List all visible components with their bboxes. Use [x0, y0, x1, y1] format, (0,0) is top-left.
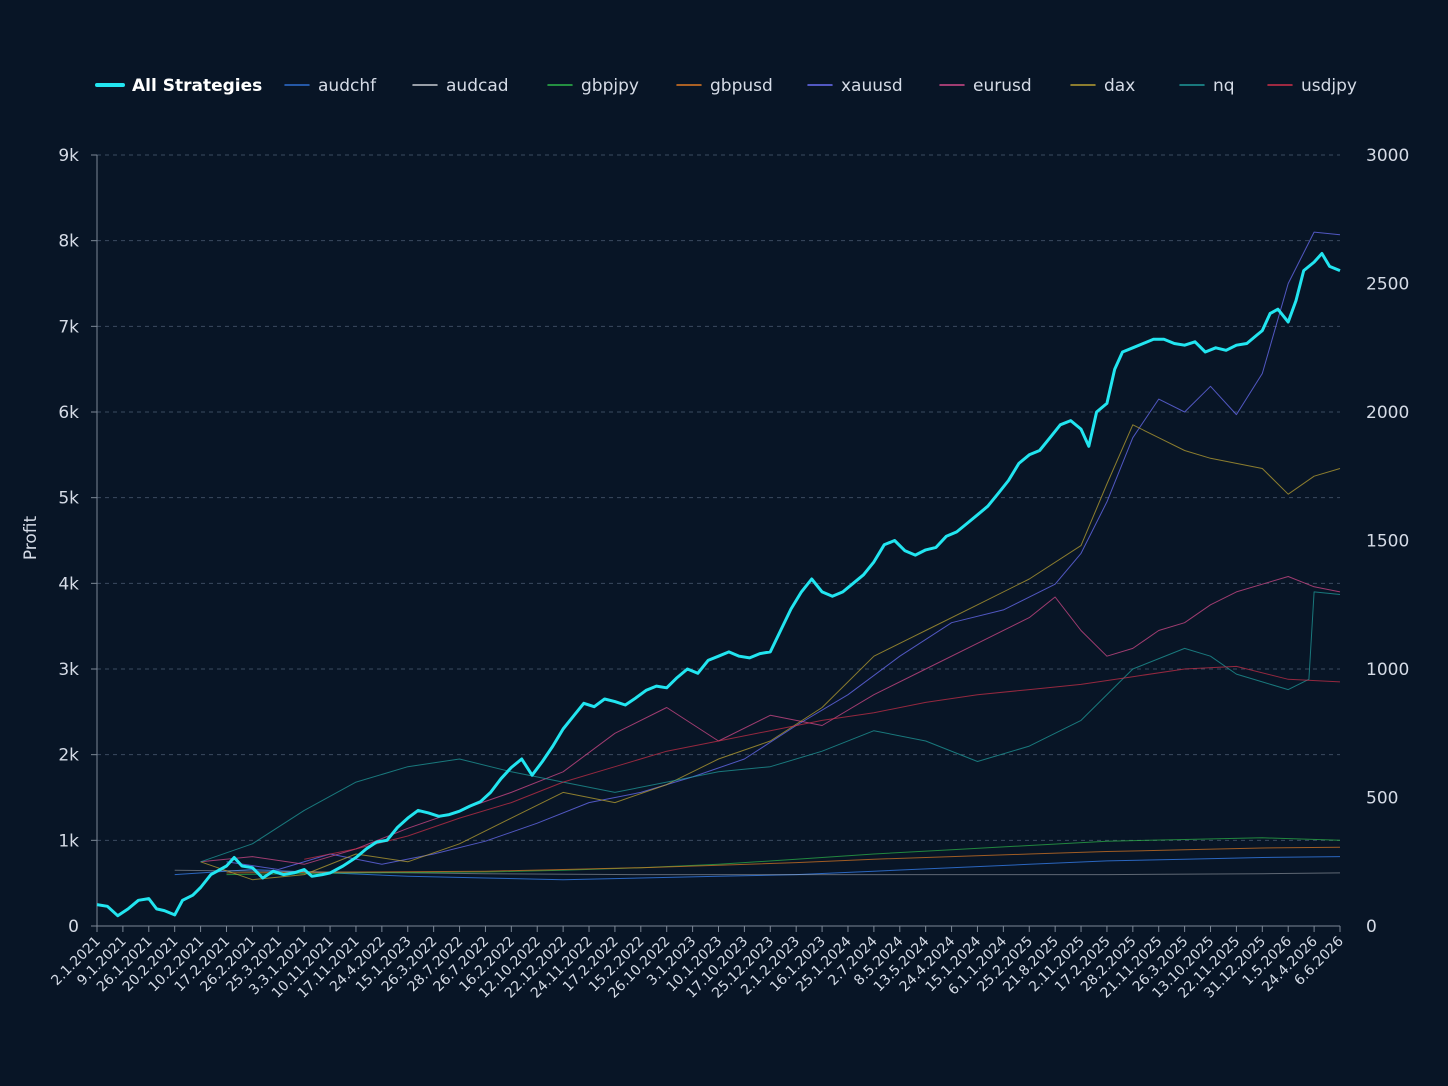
y2-tick-label: 500: [1366, 789, 1398, 809]
legend-item-nq[interactable]: nq: [1179, 76, 1235, 96]
x-axis-ticks: 2.1.20219.1.202126.1.202120.2.202110.2.2…: [48, 926, 1347, 1002]
y-tick-label: 7k: [58, 317, 79, 337]
legend-label: usdjpy: [1301, 76, 1357, 96]
y-tick-label: 5k: [58, 489, 79, 509]
y-tick-label: 4k: [58, 574, 79, 594]
y-tick-label: 2k: [58, 746, 79, 766]
right-y-axis-ticks: 0 500 1000 1500 2000 2500 3000: [1366, 146, 1409, 937]
legend-item-gbpusd[interactable]: gbpusd: [676, 76, 773, 96]
series-line-xauusd: [226, 231, 1341, 870]
y-tick-label: 0: [68, 917, 79, 937]
axes: [96, 155, 1340, 927]
legend-label: gbpusd: [710, 76, 773, 96]
y2-tick-label: 0: [1366, 917, 1377, 937]
legend-label: All Strategies: [132, 76, 262, 96]
series-line-gbpjpy: [226, 837, 1341, 876]
y-tick-label: 9k: [58, 146, 79, 166]
legend: All Strategies audchf audcad gbpjpy gbpusd xa…: [95, 76, 1357, 96]
y-tick-label: 8k: [58, 232, 79, 252]
left-y-axis-ticks: 0 1k 2k 3k 4k 5k 6k 7k 8k 9k: [58, 146, 97, 937]
legend-item-all-strategies[interactable]: All Strategies: [95, 76, 262, 96]
legend-label: gbpjpy: [581, 76, 639, 96]
gridlines: [97, 154, 1340, 841]
series-line-all-strategies: [96, 252, 1341, 918]
y2-tick-label: 1500: [1366, 532, 1409, 552]
series-line-audchf: [174, 856, 1341, 881]
legend-item-gbpjpy[interactable]: gbpjpy: [547, 76, 639, 96]
legend-item-audchf[interactable]: audchf: [284, 76, 377, 96]
legend-item-usdjpy[interactable]: usdjpy: [1267, 76, 1357, 96]
legend-label: audcad: [446, 76, 509, 96]
series-line-usdjpy: [304, 665, 1341, 860]
series-line-eurusd: [200, 576, 1341, 865]
legend-item-audcad[interactable]: audcad: [412, 76, 509, 96]
series-line-gbpusd: [226, 846, 1341, 874]
series-line-dax: [200, 424, 1341, 881]
legend-label: dax: [1104, 76, 1135, 96]
legend-item-eurusd[interactable]: eurusd: [939, 76, 1032, 96]
y-tick-label: 1k: [58, 831, 79, 851]
legend-item-dax[interactable]: dax: [1070, 76, 1135, 96]
y2-tick-label: 3000: [1366, 146, 1409, 166]
legend-label: eurusd: [973, 76, 1032, 96]
y2-tick-label: 2000: [1366, 403, 1409, 423]
legend-item-xauusd[interactable]: xauusd: [807, 76, 903, 96]
y-tick-label: 6k: [58, 403, 79, 423]
series-lines: [96, 231, 1341, 918]
y2-tick-label: 2500: [1366, 275, 1409, 295]
series-line-nq: [200, 591, 1341, 863]
y-axis-title: Profit: [21, 515, 41, 560]
legend-label: nq: [1213, 76, 1235, 96]
y-tick-label: 3k: [58, 660, 79, 680]
legend-label: xauusd: [841, 76, 903, 96]
legend-label: audchf: [318, 76, 377, 96]
y2-tick-label: 1000: [1366, 660, 1409, 680]
